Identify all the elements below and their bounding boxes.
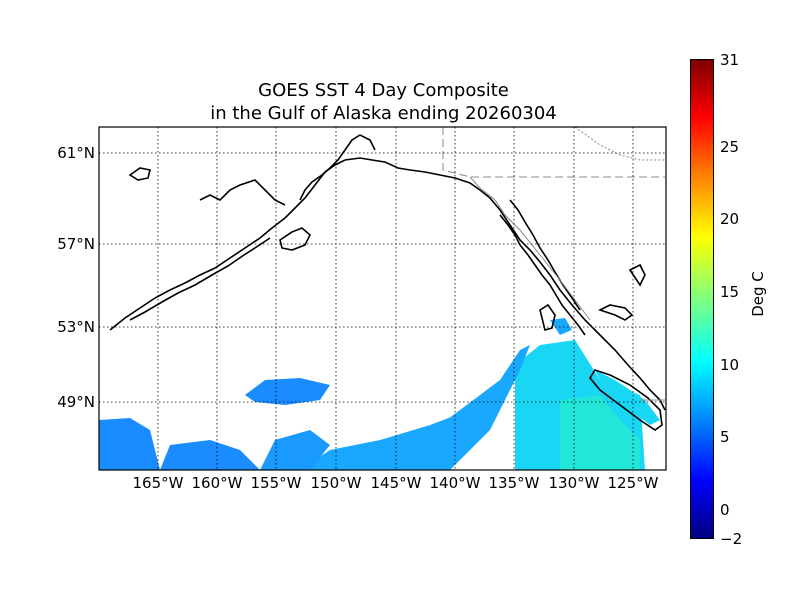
lat-label-57: 57°N bbox=[57, 235, 95, 253]
colorbar-tick-31: 31 bbox=[720, 51, 740, 69]
sst-near-coast-patch bbox=[550, 318, 572, 335]
lon-label-130: 130°W bbox=[548, 474, 600, 492]
kodiak-island bbox=[279, 227, 311, 251]
alaska-inner-coast bbox=[129, 237, 271, 321]
sst-cool-region bbox=[99, 418, 160, 470]
map-title-line-2: in the Gulf of Alaska ending 20260304 bbox=[210, 103, 557, 124]
lon-label-165: 165°W bbox=[132, 474, 184, 492]
ak-bc-border bbox=[469, 176, 591, 321]
lon-label-125: 125°W bbox=[607, 474, 659, 492]
yukon-lakes bbox=[628, 263, 646, 287]
sst-warm-region-2 bbox=[560, 395, 640, 470]
sst-cool-region-2 bbox=[160, 440, 260, 470]
sst-data-layer bbox=[99, 318, 660, 470]
panhandle-archipelago bbox=[499, 214, 586, 336]
ak-canada-border bbox=[442, 127, 665, 178]
map-frame bbox=[98, 126, 667, 471]
bc-coast bbox=[597, 304, 634, 321]
lon-label-135: 135°W bbox=[488, 474, 540, 492]
coastline-layer bbox=[109, 134, 666, 431]
lon-label-145: 145°W bbox=[370, 474, 422, 492]
sst-mid-region-2 bbox=[300, 410, 480, 470]
lon-label-155: 155°W bbox=[250, 474, 302, 492]
border-layer bbox=[442, 126, 665, 401]
colorbar-tick-10: 10 bbox=[720, 356, 740, 374]
lon-label-150: 150°W bbox=[310, 474, 362, 492]
sst-cool-region-4 bbox=[260, 430, 330, 470]
cook-inlet-coast bbox=[299, 134, 376, 201]
colorbar-tick-5: 5 bbox=[720, 428, 730, 446]
province-border bbox=[574, 126, 665, 161]
vancouver-island bbox=[589, 369, 663, 431]
colorbar-tick-25: 25 bbox=[720, 138, 740, 156]
sst-coastal-strip bbox=[595, 370, 660, 425]
west-coast-islands bbox=[128, 167, 151, 181]
lon-label-160: 160°W bbox=[191, 474, 243, 492]
colorbar-tick-15: 15 bbox=[720, 283, 740, 301]
bristol-bay-coast bbox=[199, 179, 286, 206]
lat-label-49: 49°N bbox=[57, 393, 95, 411]
lon-label-140: 140°W bbox=[429, 474, 481, 492]
graticule bbox=[99, 127, 666, 470]
haida-gwaii bbox=[539, 303, 556, 331]
colorbar-tick-neg2: −2 bbox=[720, 530, 743, 548]
colorbar bbox=[690, 59, 714, 539]
colorbar-tick-20: 20 bbox=[720, 210, 740, 228]
alaska-peninsula-coast bbox=[109, 157, 666, 411]
panhandle-archipelago-2 bbox=[509, 199, 581, 311]
map-title-line-1: GOES SST 4 Day Composite bbox=[258, 80, 509, 101]
colorbar-label: Deg C bbox=[748, 271, 767, 317]
lat-label-53: 53°N bbox=[57, 318, 95, 336]
sst-cool-region-3 bbox=[245, 378, 330, 405]
lat-label-61: 61°N bbox=[57, 144, 95, 162]
colorbar-tick-0: 0 bbox=[720, 501, 730, 519]
